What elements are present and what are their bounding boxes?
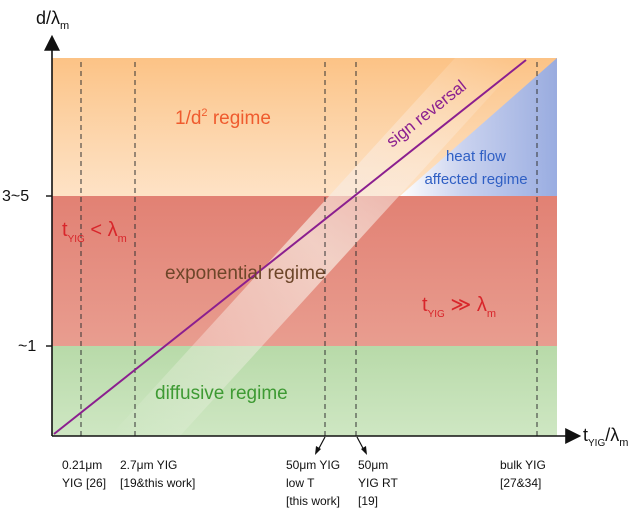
y-axis-label: d/λm [36,8,69,32]
svg-text:[this work]: [this work] [286,494,340,508]
marker-label-021um: 0.21μm YIG [26] [62,458,106,490]
svg-text:YIG [26]: YIG [26] [62,476,106,490]
marker-label-50um-RT: 50μm YIG RT [19] [358,458,398,508]
svg-text:[27&34]: [27&34] [500,476,541,490]
marker-label-bulk: bulk YIG [27&34] [500,458,546,490]
marker-label-50um-lowT: 50μm YIG low T [this work] [286,458,340,508]
inverse-square-regime-label: 1/d2 regime [175,107,271,129]
y-tick-label-upper: 3~5 [2,188,29,205]
svg-text:50μm: 50μm [358,458,388,472]
svg-text:YIG RT: YIG RT [358,476,398,490]
svg-text:[19&this work]: [19&this work] [120,476,195,490]
x-axis-label: tYIG/λm [583,425,628,449]
diffusive-regime-label: diffusive regime [155,383,288,404]
heat-flow-label-line2: affected regime [424,171,527,188]
svg-text:[19]: [19] [358,494,378,508]
heat-flow-label-line1: heat flow [446,148,506,165]
marker-label-27um: 2.7μm YIG [19&this work] [120,458,195,490]
svg-text:0.21μm: 0.21μm [62,458,102,472]
exponential-regime-label: exponential regime [165,263,326,284]
svg-text:low T: low T [286,476,315,490]
y-tick-label-lower: ~1 [18,338,36,355]
svg-text:2.7μm YIG: 2.7μm YIG [120,458,177,472]
svg-text:bulk YIG: bulk YIG [500,458,546,472]
svg-text:50μm YIG: 50μm YIG [286,458,340,472]
